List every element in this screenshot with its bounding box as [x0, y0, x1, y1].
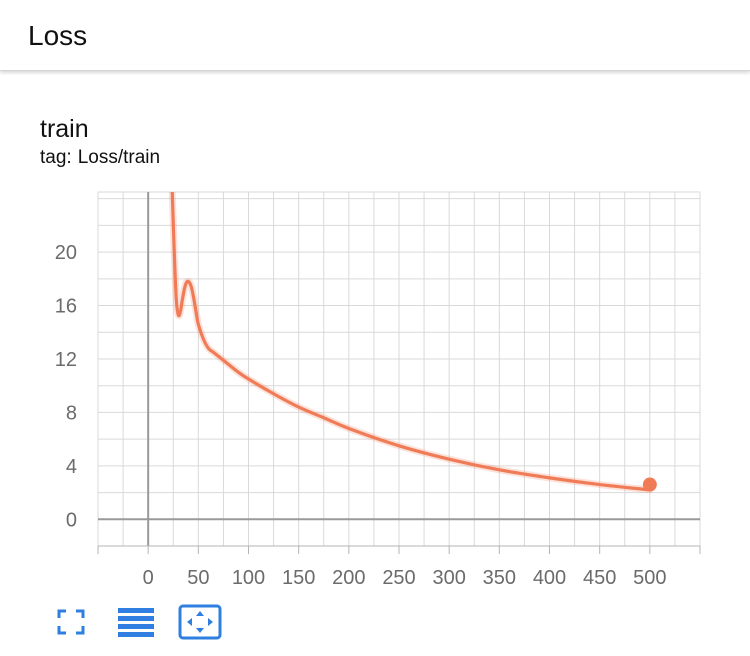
- x-tick-label: 100: [232, 567, 265, 589]
- fullscreen-icon: [57, 609, 85, 635]
- x-tick-label: 150: [282, 567, 315, 589]
- y-tick-label: 12: [55, 349, 77, 371]
- last-value-marker: [642, 477, 657, 492]
- x-tick-label: 450: [583, 567, 616, 589]
- fit-domain-button[interactable]: [178, 604, 222, 640]
- x-tick-label: 50: [187, 567, 209, 589]
- y-tick-label: 4: [66, 456, 77, 478]
- chart-axes: [97, 192, 701, 554]
- x-tick-label: 400: [533, 567, 566, 589]
- toggle-log-scale-button[interactable]: [116, 604, 154, 640]
- lines-icon: [118, 608, 154, 637]
- x-tick-label: 500: [633, 567, 666, 589]
- series-line: [170, 192, 652, 492]
- chart-card-tag: tag: Loss/train: [40, 146, 160, 170]
- y-tick-label: 16: [55, 296, 77, 318]
- x-tick-label: 200: [332, 567, 365, 589]
- tag-label: tag:: [40, 147, 72, 168]
- x-tick-label: 0: [143, 567, 154, 589]
- chart-series: [168, 192, 657, 494]
- series-line-band: [168, 192, 654, 494]
- tag-value: Loss/train: [77, 147, 161, 168]
- x-tick-label: 300: [432, 567, 465, 589]
- y-tick-label: 20: [55, 242, 77, 264]
- x-tick-label: 350: [483, 567, 516, 589]
- x-tick-label: 250: [382, 567, 415, 589]
- y-tick-label: 8: [66, 402, 77, 424]
- fullscreen-button[interactable]: [52, 604, 90, 640]
- header-bar: Loss: [0, 0, 750, 71]
- fit-to-data-icon: [178, 604, 222, 640]
- y-tick-label: 0: [66, 509, 77, 531]
- chart-card-title: train: [40, 115, 89, 143]
- loss-chart[interactable]: 0 50 100 150 200 250 300 350 400 450 500 0 4 8 12 16 20: [0, 0, 750, 600]
- section-title: Loss: [28, 20, 88, 51]
- chart-tick-labels: 0 50 100 150 200 250 300 350 400 450 500 0 4 8 12 16 20: [55, 242, 667, 589]
- chart-grid: [97, 191, 701, 547]
